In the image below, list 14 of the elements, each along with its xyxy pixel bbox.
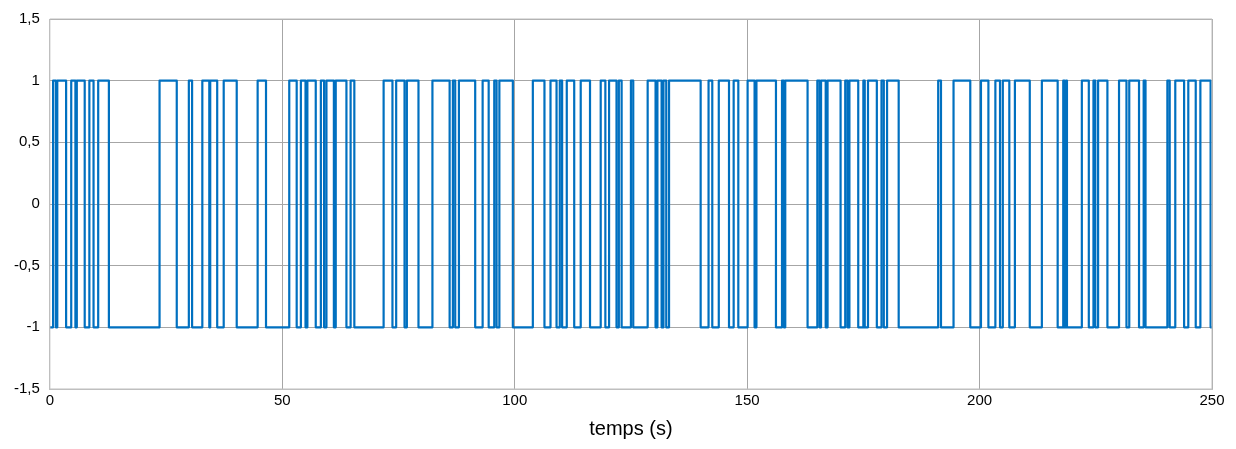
- y-tick-label: 1,5: [18, 9, 40, 27]
- y-tick-label: 1: [31, 70, 40, 88]
- x-tick-label: 0: [45, 391, 55, 409]
- x-tick-label: 200: [967, 391, 993, 409]
- x-axis-title: temps (s): [589, 416, 673, 439]
- y-tick-label: -1: [26, 317, 40, 335]
- y-tick-label: 0: [31, 194, 40, 212]
- y-tick-label: -1,5: [13, 379, 40, 397]
- y-tick-label: 0,5: [18, 132, 40, 150]
- x-tick-label: 150: [734, 391, 760, 409]
- x-tick-label: 50: [273, 391, 291, 409]
- y-tick-label: -0,5: [13, 255, 40, 273]
- x-tick-label: 100: [502, 391, 528, 409]
- x-tick-label: 250: [1199, 391, 1225, 409]
